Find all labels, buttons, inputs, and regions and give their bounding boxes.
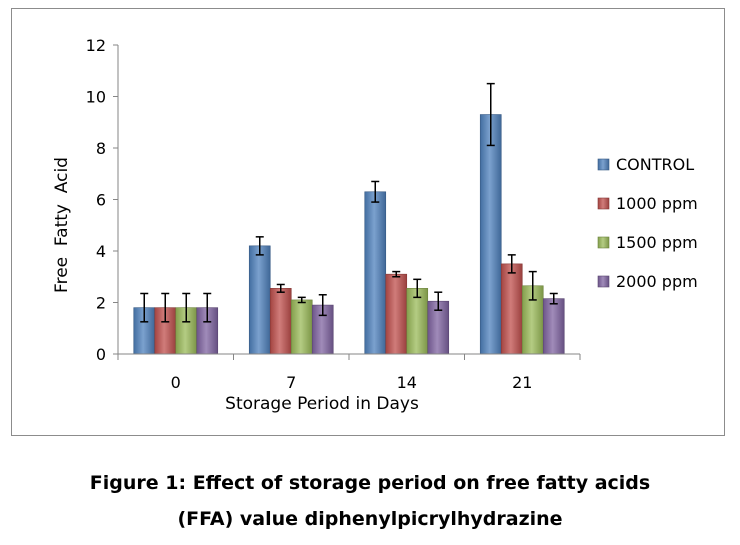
error-bar-control-day-14 [371, 180, 380, 203]
bar-control-day-7 [248, 245, 271, 355]
legend-item-control: CONTROL [597, 155, 694, 174]
legend-label: 1500 ppm [616, 233, 698, 252]
error-bar-control-day-21 [486, 82, 495, 147]
legend-label: 1000 ppm [616, 194, 698, 213]
error-bar-2000-ppm-day-14 [434, 291, 443, 311]
legend-swatch [597, 236, 610, 249]
bar-control-day-14 [364, 191, 387, 355]
error-bar-1500-ppm-day-0 [182, 292, 191, 323]
legend: CONTROL 1000 ppm 1500 ppm 2000 ppm [597, 155, 698, 291]
legend-swatch [597, 275, 610, 288]
x-tick-label-7: 7 [286, 373, 296, 392]
x-tick-label-14: 14 [397, 373, 417, 392]
bar-control-day-21 [479, 114, 502, 355]
error-bar-1500-ppm-day-14 [413, 278, 422, 299]
axes-layer [113, 44, 581, 360]
error-bar-1000-ppm-day-21 [507, 254, 516, 274]
y-tick-label-10: 10 [86, 88, 106, 107]
bar-1000-ppm-day-14 [385, 273, 408, 355]
legend-label: 2000 ppm [616, 272, 698, 291]
legend-label: CONTROL [616, 155, 694, 174]
bars-layer [133, 114, 565, 355]
legend-item-2000-ppm: 2000 ppm [597, 272, 698, 291]
error-bar-1500-ppm-day-7 [297, 296, 306, 304]
error-bars-layer [140, 82, 558, 323]
x-tick-label-21: 21 [512, 373, 532, 392]
y-tick-label-12: 12 [86, 36, 106, 55]
error-bar-2000-ppm-day-0 [203, 292, 212, 323]
figure-caption-line-1: Figure 1: Effect of storage period on fr… [89, 472, 651, 494]
y-tick-label-8: 8 [96, 139, 106, 158]
y-tick-label-4: 4 [96, 242, 106, 261]
tick-labels-layer: 0 2 4 6 8 10 12 0 7 14 21 [86, 36, 533, 392]
figure-caption-line-2: (FFA) value diphenylpicrylhydrazine [177, 508, 563, 530]
error-bar-1000-ppm-day-14 [392, 270, 401, 278]
error-bar-control-day-7 [255, 236, 264, 256]
error-bar-1500-ppm-day-21 [528, 270, 537, 301]
error-bar-1000-ppm-day-7 [276, 283, 285, 293]
y-tick-label-2: 2 [96, 294, 106, 313]
chart-frame [11, 8, 725, 436]
bar-1500-ppm-day-7 [290, 299, 313, 355]
error-bar-2000-ppm-day-7 [318, 294, 327, 317]
bar-2000-ppm-day-21 [542, 298, 565, 355]
error-bar-1000-ppm-day-0 [161, 292, 170, 323]
bar-1000-ppm-day-7 [269, 288, 292, 355]
legend-swatch [597, 197, 610, 210]
x-axis-title: Storage Period in Days [225, 394, 419, 414]
bar-1500-ppm-day-14 [406, 288, 429, 355]
legend-swatch [597, 158, 610, 171]
error-bar-2000-ppm-day-21 [549, 292, 558, 305]
y-tick-label-0: 0 [96, 345, 106, 364]
bar-1000-ppm-day-21 [500, 263, 523, 355]
x-tick-label-0: 0 [171, 373, 181, 392]
y-tick-label-6: 6 [96, 191, 106, 210]
error-bar-control-day-0 [140, 292, 149, 323]
legend-item-1500-ppm: 1500 ppm [597, 233, 698, 252]
y-axis-title: Free Fatty Acid [52, 157, 72, 293]
legend-item-1000-ppm: 1000 ppm [597, 194, 698, 213]
